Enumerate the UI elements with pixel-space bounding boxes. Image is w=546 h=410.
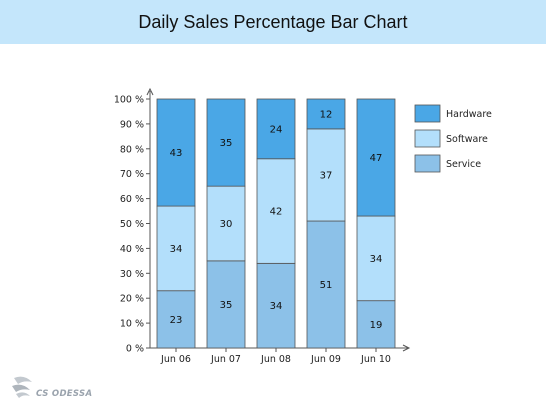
data-label: 42: [270, 207, 283, 218]
bar-segment-service: [256, 262, 296, 349]
legend-swatch-hardware: [414, 104, 441, 123]
chart-title: Daily Sales Percentage Bar Chart: [138, 11, 408, 32]
x-tick-label: Jun 07: [210, 354, 241, 365]
legend-label-service: Service: [446, 159, 481, 170]
y-tick-label: 30 %: [120, 269, 144, 280]
data-label: 35: [220, 138, 233, 149]
y-tick-label: 50 %: [120, 219, 144, 230]
legend-label-hardware: Hardware: [446, 109, 492, 120]
y-tick-label: 80 %: [120, 144, 144, 155]
bar-segment-hardware: [256, 98, 296, 160]
data-label: 51: [320, 280, 333, 291]
data-label: 37: [320, 170, 333, 181]
y-tick-label: 90 %: [120, 119, 144, 130]
bar-segment-hardware: [206, 98, 246, 187]
data-label: 24: [270, 124, 283, 135]
bar-segment-hardware: [156, 98, 196, 207]
logo-swoosh-icon: [12, 384, 30, 392]
bar-segment-software: [306, 128, 346, 222]
bar-segment-hardware: [356, 98, 396, 217]
logo-text: CS ODESSA: [36, 389, 92, 399]
data-label: 12: [320, 109, 333, 120]
x-tick-label: Jun 10: [360, 354, 391, 365]
bar-segment-service: [356, 300, 396, 349]
x-tick-label: Jun 08: [260, 354, 291, 365]
x-tick-label: Jun 06: [160, 354, 191, 365]
y-tick-label: 100 %: [114, 95, 144, 106]
y-tick-label: 0 %: [126, 344, 144, 355]
bar-segment-software: [356, 215, 396, 302]
x-axis-arrow-icon: [402, 344, 411, 352]
chart-title-bar: Daily Sales Percentage Bar Chart: [0, 0, 546, 44]
data-label: 19: [370, 320, 383, 331]
bar-segment-software: [156, 205, 196, 292]
data-label: 23: [170, 315, 183, 326]
y-tick-label: 10 %: [120, 319, 144, 330]
data-label: 47: [370, 153, 383, 164]
bar-segment-software: [206, 185, 246, 262]
cs-odessa-logo: CS ODESSA: [12, 376, 92, 399]
data-label: 34: [270, 301, 283, 312]
legend-swatch-service: [414, 154, 441, 173]
bar-segment-hardware: [306, 98, 346, 130]
data-label: 34: [170, 244, 183, 255]
legend-label-software: Software: [446, 134, 488, 145]
y-tick-label: 60 %: [120, 194, 144, 205]
x-tick-label: Jun 09: [310, 354, 341, 365]
bar-segment-service: [306, 220, 346, 349]
y-tick-label: 70 %: [120, 169, 144, 180]
data-label: 43: [170, 148, 183, 159]
data-label: 30: [220, 219, 233, 230]
bar-segment-service: [156, 290, 196, 349]
bar-segment-software: [256, 158, 296, 264]
legend-swatch-software: [414, 129, 441, 148]
y-tick-label: 20 %: [120, 294, 144, 305]
logo-swoosh-icon: [14, 376, 32, 384]
data-label: 34: [370, 254, 383, 265]
data-label: 35: [220, 300, 233, 311]
logo-swoosh-icon: [16, 392, 30, 398]
y-axis-arrow-icon: [146, 87, 154, 96]
y-tick-label: 40 %: [120, 244, 144, 255]
